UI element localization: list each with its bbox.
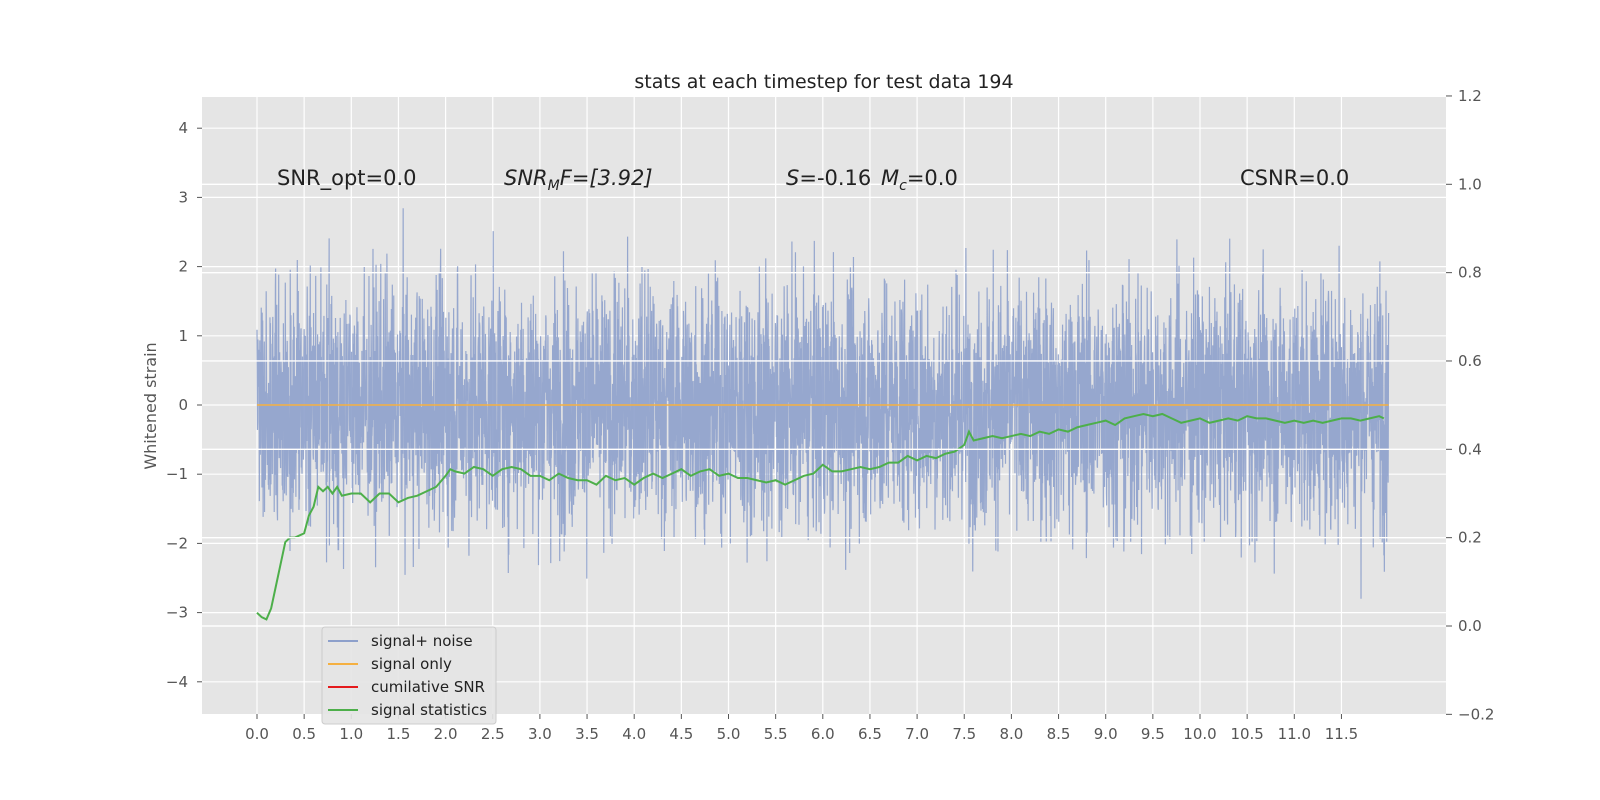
y-tick-label: −1 (166, 465, 188, 483)
x-tick-label: 7.0 (905, 725, 929, 743)
x-tick-label: 3.0 (528, 725, 552, 743)
annotation-snr-opt: SNR_opt=0.0 (277, 166, 417, 191)
y2-tick-label: −0.2 (1458, 705, 1494, 723)
x-tick-label: 2.5 (481, 725, 505, 743)
x-tick-label: 4.0 (622, 725, 646, 743)
annotation-snr-mf: SNRMF=[3.92] (504, 166, 653, 194)
mc-sub: c (899, 178, 907, 194)
snr-mf-base: SNR (504, 166, 548, 190)
mc-value: =0.0 (907, 166, 958, 190)
snr-mf-f: F=[3.92] (560, 166, 653, 190)
y2-axis-ticks: 1.2 1.0 0.8 0.6 0.4 0.2 0.0 −0.2 (1446, 87, 1494, 723)
annotation-mc: Mc=0.0 (881, 166, 958, 194)
mc-base: M (881, 166, 899, 190)
y-tick-label: −3 (166, 604, 188, 622)
x-tick-label: 11.0 (1278, 725, 1311, 743)
x-tick-label: 0.5 (292, 725, 316, 743)
y2-tick-label: 1.0 (1458, 175, 1482, 193)
x-tick-label: 10.0 (1183, 725, 1216, 743)
legend-label-cumilative-snr: cumilative SNR (371, 678, 485, 696)
x-tick-label: 6.0 (811, 725, 835, 743)
y-tick-label: 1 (178, 327, 188, 345)
s-value: =-0.16 (799, 166, 871, 190)
x-tick-label: 8.5 (1047, 725, 1071, 743)
y-axis-label: Whitened strain (141, 342, 160, 469)
secondary-grid (202, 183, 1446, 627)
snr-mf-sub: M (548, 178, 560, 194)
y-tick-label: 2 (178, 258, 188, 276)
y-tick-label: −4 (166, 673, 188, 691)
x-tick-label: 11.5 (1325, 725, 1358, 743)
x-tick-label: 3.5 (575, 725, 599, 743)
y-axis-ticks: 4 3 2 1 0 −1 −2 −3 −4 (166, 119, 202, 691)
annotation-s: S=-0.16 (786, 166, 871, 190)
y-tick-label: 3 (178, 188, 188, 206)
y2-tick-label: 0.6 (1458, 352, 1482, 370)
x-tick-label: 5.0 (717, 725, 741, 743)
y2-tick-label: 0.2 (1458, 529, 1482, 547)
x-tick-label: 4.5 (669, 725, 693, 743)
legend-label-signal-statistics: signal statistics (371, 701, 487, 719)
y2-tick-label: 0.0 (1458, 617, 1482, 635)
legend-label-signal-noise: signal+ noise (371, 632, 473, 650)
y-tick-label: 4 (178, 119, 188, 137)
y2-tick-label: 0.8 (1458, 264, 1482, 282)
x-tick-label: 10.5 (1230, 725, 1263, 743)
x-tick-label: 8.0 (999, 725, 1023, 743)
legend: signal+ noise signal only cumilative SNR… (321, 626, 497, 725)
x-tick-label: 6.5 (858, 725, 882, 743)
x-tick-label: 1.5 (387, 725, 411, 743)
x-tick-label: 0.0 (245, 725, 269, 743)
s-base: S (786, 166, 799, 190)
y-tick-label: −2 (166, 534, 188, 552)
series-signal-noise (256, 208, 1390, 599)
y2-tick-label: 0.4 (1458, 440, 1482, 458)
x-tick-label: 1.0 (339, 725, 363, 743)
x-tick-label: 9.5 (1141, 725, 1165, 743)
annotation-csnr: CSNR=0.0 (1240, 166, 1349, 190)
y2-tick-label: 1.2 (1458, 87, 1482, 105)
x-axis-ticks: 0.0 0.5 1.0 1.5 2.0 2.5 3.0 3.5 4.0 4.5 5.0 5.5 6.0 6… (245, 714, 1358, 743)
x-tick-label: 9.0 (1094, 725, 1118, 743)
legend-label-signal-only: signal only (371, 655, 452, 673)
legend-box (321, 626, 497, 725)
plot-series (256, 208, 1390, 621)
x-tick-label: 5.5 (764, 725, 788, 743)
y-tick-label: 0 (178, 396, 188, 414)
x-tick-label: 7.5 (952, 725, 976, 743)
series-signal-statistics (256, 412, 1385, 621)
chart-title: stats at each timestep for test data 194 (634, 71, 1013, 93)
x-tick-label: 2.0 (434, 725, 458, 743)
